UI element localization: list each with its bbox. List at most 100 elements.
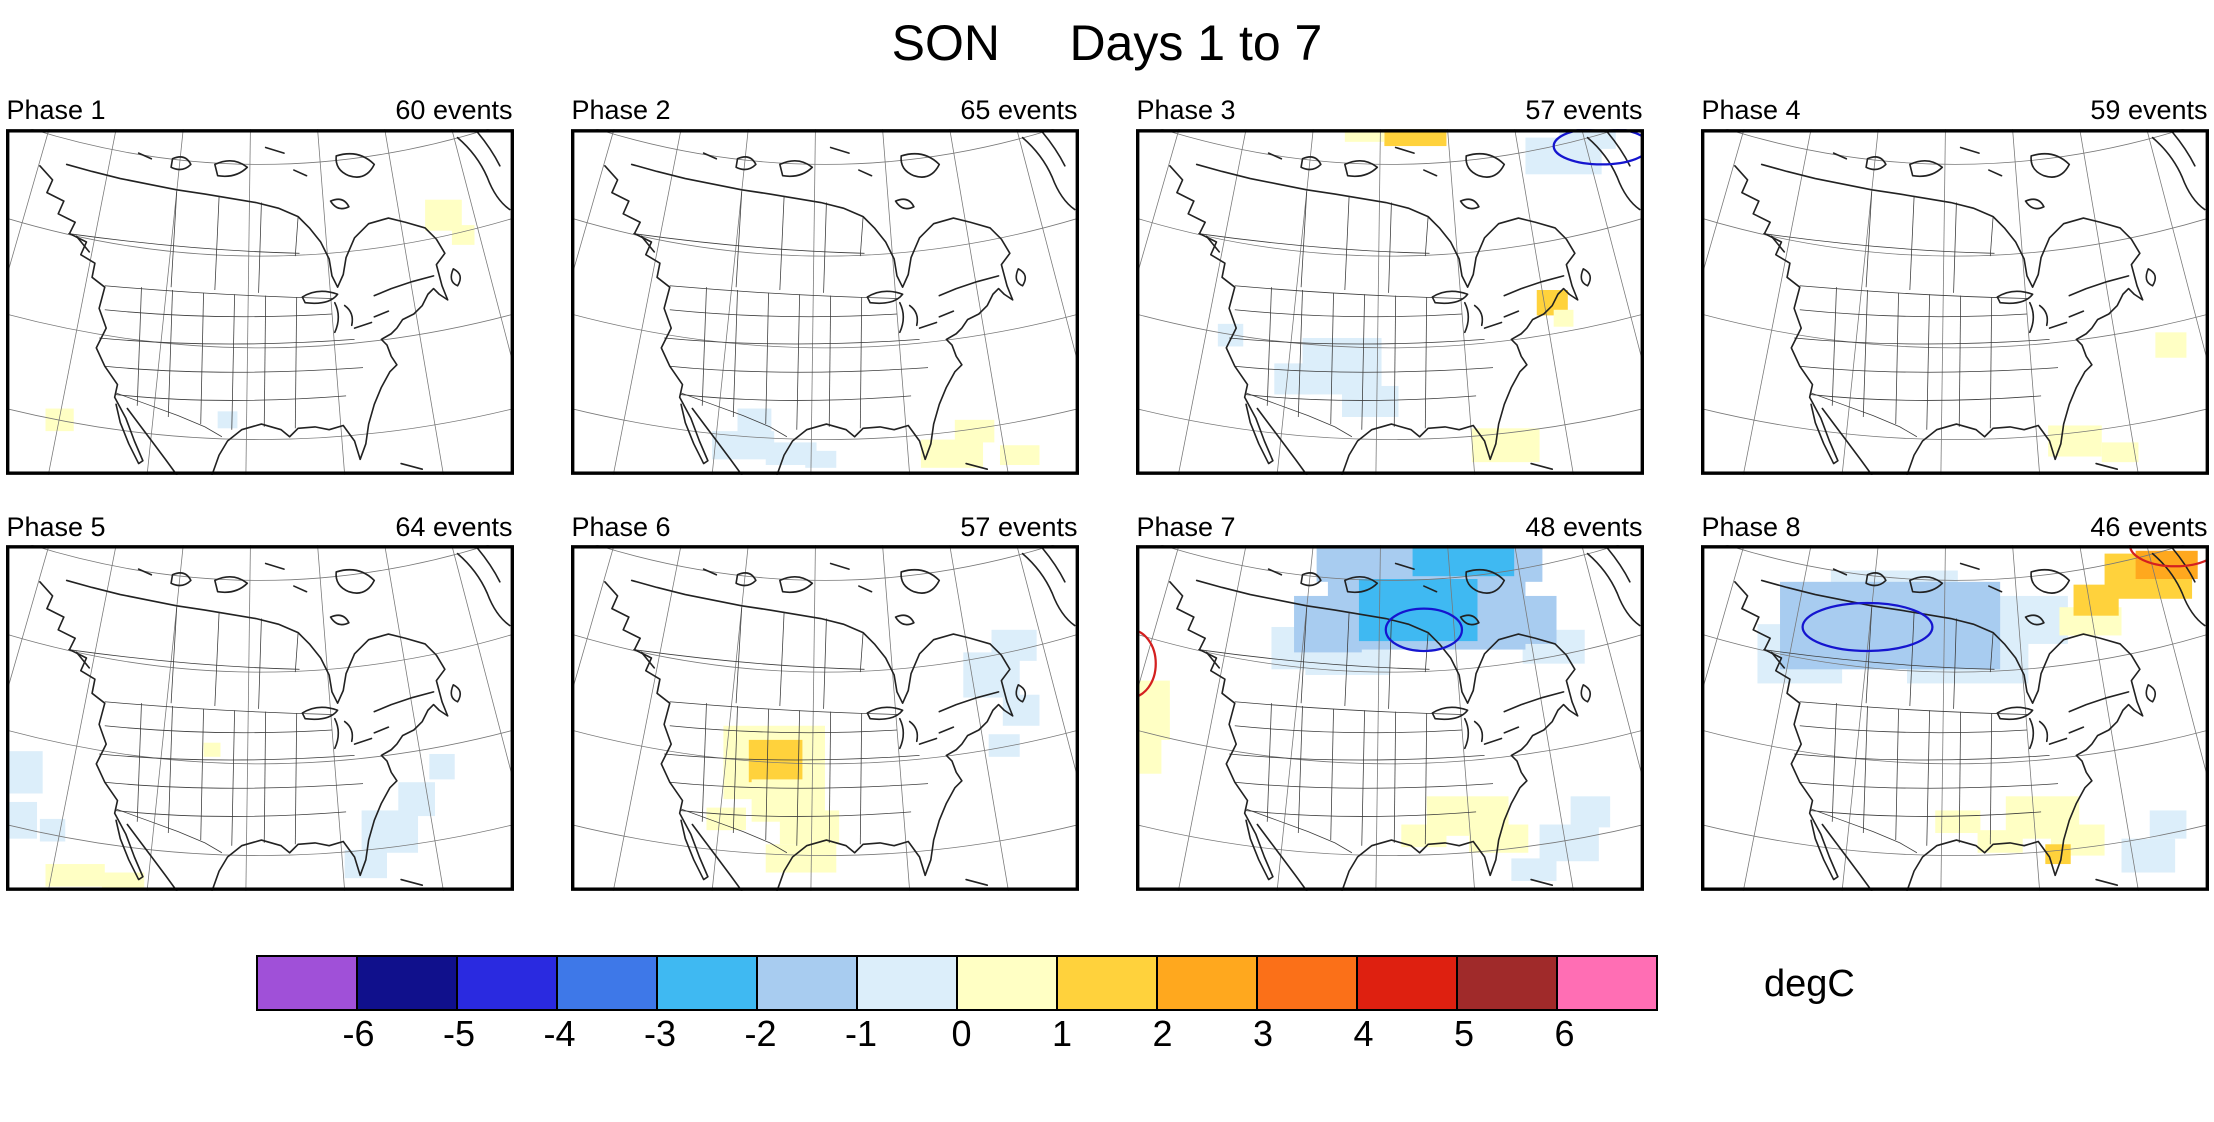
colorbar-units-label: degC: [1764, 963, 1855, 1006]
panel-header: Phase 8 46 events: [1701, 511, 2209, 543]
events-count: 60 events: [395, 95, 513, 125]
blue-significance-contour: [1552, 128, 1644, 166]
colorbar-area: -6 -5 -4 -3 -2 -1 0 1 2 3 4 5 6 degC: [256, 955, 2214, 1061]
panel-phase-6: Phase 6 57 events: [570, 511, 1079, 892]
anomaly-patch: [804, 450, 836, 468]
panel-phase-5: Phase 5 64 events: [5, 511, 514, 892]
colorbar-tick-label: 3: [1252, 1013, 1274, 1055]
anomaly-patch: [1553, 309, 1573, 327]
map-phase-7: [1135, 545, 1644, 892]
anomaly-patch: [1482, 596, 1557, 645]
phase-label: Phase 2: [571, 95, 671, 125]
significance-contours: [1552, 128, 1644, 166]
phase-label: Phase 5: [6, 511, 106, 542]
anomaly-patch: [1217, 323, 1243, 347]
anomaly-patch: [217, 411, 237, 428]
anomaly-patch: [203, 743, 220, 758]
anomaly-patch: [2149, 810, 2186, 840]
map-phase-8: [1700, 545, 2209, 892]
blue-significance-contour: [1384, 607, 1463, 653]
panel-header: Phase 7 48 events: [1136, 511, 1644, 543]
anomaly-patch: [2044, 844, 2071, 865]
colorbar-tick-label: 4: [1353, 1013, 1374, 1055]
phase-label: Phase 6: [571, 511, 671, 542]
events-count: 57 events: [960, 511, 1078, 542]
anomaly-patch: [2154, 332, 2186, 358]
figure-title: SON Days 1 to 7: [891, 15, 1323, 71]
map-frame: [1700, 545, 2209, 892]
colorbar-tick-label: -2: [744, 1013, 777, 1055]
panel-header: Phase 4 59 events: [1701, 95, 2209, 126]
panels-grid: Phase 1 60 events Phase 2 65 events Phase 3 5…: [0, 95, 2214, 892]
events-count: 64 events: [395, 511, 513, 542]
map-phase-1: [5, 128, 514, 475]
map-frame: [1135, 128, 1644, 475]
colorbar-cell: [358, 957, 458, 1010]
map-phase-6: [570, 545, 1079, 892]
anomaly-patch: [988, 734, 1020, 758]
anomaly-patch: [954, 419, 994, 443]
anomaly-patch: [779, 810, 839, 845]
events-count: 48 events: [1525, 511, 1643, 542]
anomaly-patch: [711, 430, 774, 460]
basemap: [5, 545, 514, 892]
colorbar-tick-label: 2: [1152, 1013, 1173, 1055]
anomaly-patch: [101, 872, 144, 890]
basemap: [570, 128, 1079, 475]
anomaly-patches: [705, 630, 1039, 873]
anomaly-patch: [5, 802, 37, 840]
phase-label: Phase 8: [1701, 511, 1801, 542]
anomaly-patch: [428, 754, 455, 780]
anomaly-patch: [1341, 385, 1398, 417]
anomaly-patch: [5, 751, 43, 794]
map-phase-3: [1135, 128, 1644, 475]
colorbar-cell: [1458, 957, 1558, 1010]
map-frame: [570, 545, 1079, 892]
anomaly-patches: [1217, 128, 1616, 462]
colorbar-cell: [658, 957, 758, 1010]
colorbar: [256, 955, 1658, 1012]
colorbar-tick-label: -4: [543, 1013, 576, 1055]
anomaly-patch: [765, 844, 836, 873]
anomaly-patch: [1383, 128, 1446, 146]
colorbar-tick-label: 1: [1051, 1013, 1073, 1055]
significance-contours: [1135, 607, 1463, 699]
anomaly-patch: [45, 408, 74, 431]
colorbar-cell: [1158, 957, 1258, 1010]
colorbar-stack: -6 -5 -4 -3 -2 -1 0 1 2 3 4 5 6: [256, 955, 1676, 1061]
anomaly-patch: [1412, 545, 1514, 577]
anomaly-patch: [1002, 695, 1039, 727]
anomaly-patch: [1539, 824, 1599, 862]
map-phase-5: [5, 545, 514, 892]
anomaly-patch: [748, 740, 802, 783]
anomaly-patch: [1779, 582, 2000, 670]
panel-phase-7: Phase 7 48 events: [1135, 511, 1644, 892]
phase-label: Phase 7: [1136, 511, 1236, 542]
colorbar-tick-label: 6: [1554, 1013, 1575, 1055]
anomaly-patch: [1570, 796, 1610, 828]
red-significance-contour: [2128, 545, 2209, 568]
events-count: 46 events: [2090, 511, 2208, 542]
basemap: [1700, 128, 2209, 475]
colorbar-cell: [458, 957, 558, 1010]
colorbar-cell: [858, 957, 958, 1010]
colorbar-ticks: -6 -5 -4 -3 -2 -1 0 1 2 3 4 5 6: [256, 1013, 1676, 1061]
significance-contours: [1800, 545, 2209, 653]
map-phase-2: [570, 128, 1079, 475]
phase-label: Phase 3: [1136, 95, 1236, 125]
anomaly-patches: [1756, 551, 2198, 873]
panel-phase-1: Phase 1 60 events: [5, 95, 514, 475]
panel-phase-3: Phase 3 57 events: [1135, 95, 1644, 475]
map-frame: [5, 545, 514, 892]
panel-phase-8: Phase 8 46 events: [1700, 511, 2209, 892]
anomaly-patch: [1135, 680, 1170, 741]
phase-label: Phase 4: [1701, 95, 1801, 125]
events-count: 65 events: [960, 95, 1078, 125]
map-frame: [1700, 128, 2209, 475]
map-frame: [5, 128, 514, 475]
anomaly-patch: [1400, 824, 1446, 848]
colorbar-tick-label: -3: [643, 1013, 677, 1055]
panel-phase-4: Phase 4 59 events: [1700, 95, 2209, 475]
colorbar-cell: [1358, 957, 1458, 1010]
anomaly-patches: [1135, 545, 1610, 882]
